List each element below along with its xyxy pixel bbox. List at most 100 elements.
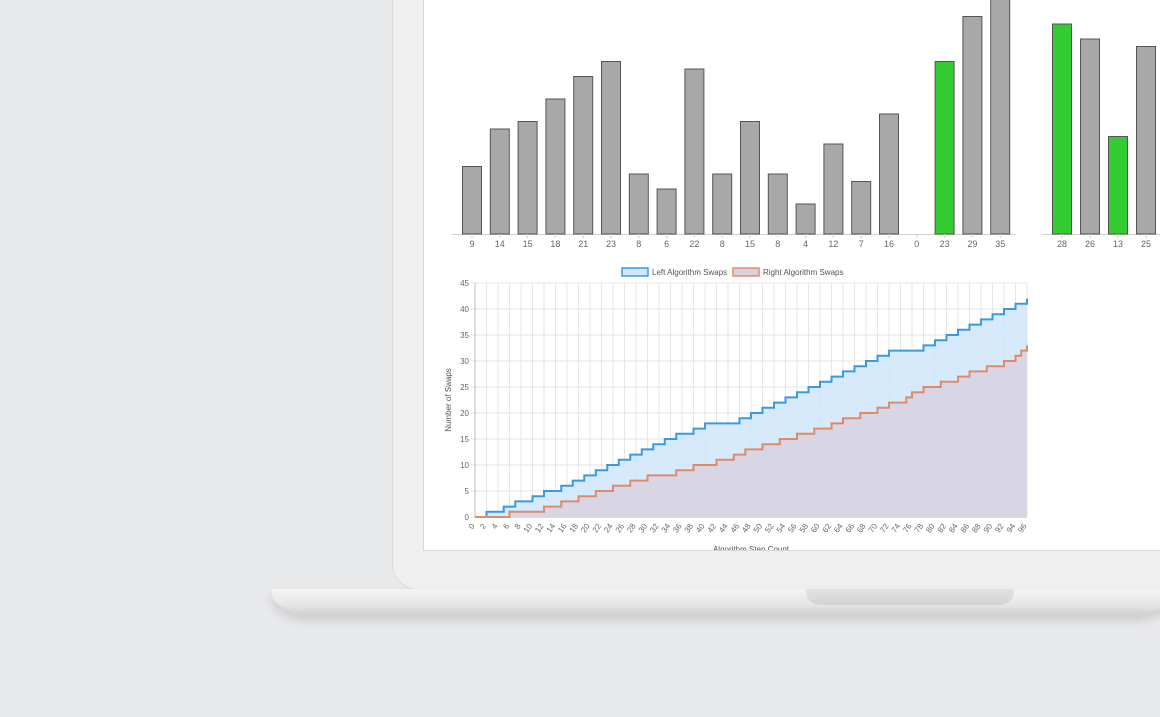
bar-tick-label: 23 xyxy=(606,239,616,249)
bar-tick-label: 28 xyxy=(1057,239,1067,249)
bar xyxy=(1136,46,1156,235)
x-tick-label: 76 xyxy=(901,522,914,535)
legend-swatch xyxy=(732,267,760,277)
x-tick-label: 32 xyxy=(648,522,661,535)
bar xyxy=(767,173,788,235)
bar-tick-label: 8 xyxy=(720,239,725,249)
bar xyxy=(517,121,538,235)
bar-tick-label: 15 xyxy=(523,239,533,249)
y-tick-label: 40 xyxy=(460,305,469,314)
legend-swatch xyxy=(621,267,649,277)
series-line-left xyxy=(475,298,1028,518)
x-tick-label: 74 xyxy=(890,522,903,535)
bar-tick-label: 8 xyxy=(775,239,780,249)
x-tick-label: 18 xyxy=(568,522,581,535)
x-tick-label: 54 xyxy=(775,522,788,535)
series-area-fill-right xyxy=(475,345,1027,517)
bar-tick-label: 4 xyxy=(803,239,808,249)
legend-label: Right Algorithm Swaps xyxy=(763,268,843,277)
x-tick-label: 0 xyxy=(467,522,477,531)
bar xyxy=(851,181,872,235)
x-tick-label: 44 xyxy=(717,522,730,535)
bar xyxy=(656,188,677,235)
bar-highlighted xyxy=(1108,136,1128,235)
x-tick-label: 72 xyxy=(878,522,891,535)
x-tick-label: 22 xyxy=(591,522,604,535)
bar-tick-label: 0 xyxy=(914,239,919,249)
y-axis-title: Number of Swaps xyxy=(444,368,453,432)
bar-tick-label: 12 xyxy=(828,239,838,249)
legend-label: Left Algorithm Swaps xyxy=(652,268,727,277)
bar-tick-label: 22 xyxy=(689,239,699,249)
x-tick-label: 82 xyxy=(936,522,949,535)
bar-tick-label: 23 xyxy=(940,239,950,249)
x-tick-label: 34 xyxy=(660,522,673,535)
bar-highlighted xyxy=(934,61,955,235)
x-tick-label: 90 xyxy=(982,522,995,535)
x-tick-label: 40 xyxy=(694,522,707,535)
x-tick-label: 50 xyxy=(752,522,765,535)
x-tick-label: 12 xyxy=(533,522,546,535)
x-tick-label: 48 xyxy=(740,522,753,535)
x-tick-label: 16 xyxy=(556,522,569,535)
x-tick-label: 42 xyxy=(706,522,719,535)
bar xyxy=(795,203,816,235)
x-tick-label: 68 xyxy=(855,522,868,535)
bar xyxy=(573,76,594,235)
bar-tick-label: 35 xyxy=(995,239,1005,249)
laptop-base xyxy=(272,589,1160,615)
bar-tick-label: 8 xyxy=(636,239,641,249)
x-tick-label: 10 xyxy=(522,522,535,535)
x-tick-label: 80 xyxy=(924,522,937,535)
bar xyxy=(990,0,1011,235)
x-tick-label: 92 xyxy=(993,522,1006,535)
bar-tick-label: 14 xyxy=(495,239,505,249)
bar-tick-label: 6 xyxy=(664,239,669,249)
bar-tick-label: 29 xyxy=(967,239,977,249)
x-tick-label: 94 xyxy=(1005,522,1018,535)
bar-tick-label: 9 xyxy=(469,239,474,249)
y-tick-label: 5 xyxy=(465,487,470,496)
x-tick-label: 46 xyxy=(729,522,742,535)
bar-tick-label: 25 xyxy=(1141,239,1151,249)
visualizer-canvas: 9 14 15 18 21 23 8 6 22 8 15 8 4 12 7 16 0 23 29 35 28 26 13 2… xyxy=(444,0,1160,550)
bar xyxy=(545,98,566,235)
x-tick-label: 96 xyxy=(1016,522,1029,535)
y-tick-label: 0 xyxy=(465,513,470,522)
x-tick-label: 8 xyxy=(513,522,523,531)
x-tick-label: 20 xyxy=(579,522,592,535)
bar-chart-right: 28 26 13 25 xyxy=(1042,23,1160,249)
x-tick-label: 64 xyxy=(832,522,845,535)
x-tick-label: 52 xyxy=(763,522,776,535)
bar-tick-label: 16 xyxy=(884,239,894,249)
y-tick-label: 15 xyxy=(460,435,469,444)
bar xyxy=(601,61,621,235)
bar xyxy=(628,173,649,235)
app-screen: 9 14 15 18 21 23 8 6 22 8 15 8 4 12 7 16 0 23 29 35 28 26 13 2… xyxy=(423,0,1160,551)
bar xyxy=(1080,38,1100,235)
bar-tick-label: 26 xyxy=(1085,239,1095,249)
bar xyxy=(684,68,705,235)
bar-tick-label: 13 xyxy=(1113,239,1123,249)
bar-chart-left: 9 14 15 18 21 23 8 6 22 8 15 8 4 12 7 16 0 23 29 35 xyxy=(452,0,1016,249)
laptop-notch xyxy=(806,589,1014,605)
bar xyxy=(462,166,482,235)
x-tick-label: 26 xyxy=(614,522,627,535)
x-tick-label: 2 xyxy=(478,522,488,531)
y-tick-label: 20 xyxy=(460,409,469,418)
bar-tick-label: 15 xyxy=(745,239,755,249)
x-tick-label: 6 xyxy=(501,522,511,531)
x-axis-title: Algorithm Step Count xyxy=(713,545,790,550)
bar-tick-label: 21 xyxy=(578,239,588,249)
bar-tick-label: 18 xyxy=(550,239,560,249)
x-tick-label: 84 xyxy=(947,522,960,535)
bar xyxy=(879,113,899,235)
x-tick-label: 30 xyxy=(637,522,650,535)
bar xyxy=(823,143,844,235)
x-tick-label: 60 xyxy=(809,522,822,535)
x-tick-label: 66 xyxy=(844,522,857,535)
series-line-right xyxy=(475,345,1028,518)
y-tick-label: 35 xyxy=(460,331,469,340)
x-tick-label: 88 xyxy=(970,522,983,535)
